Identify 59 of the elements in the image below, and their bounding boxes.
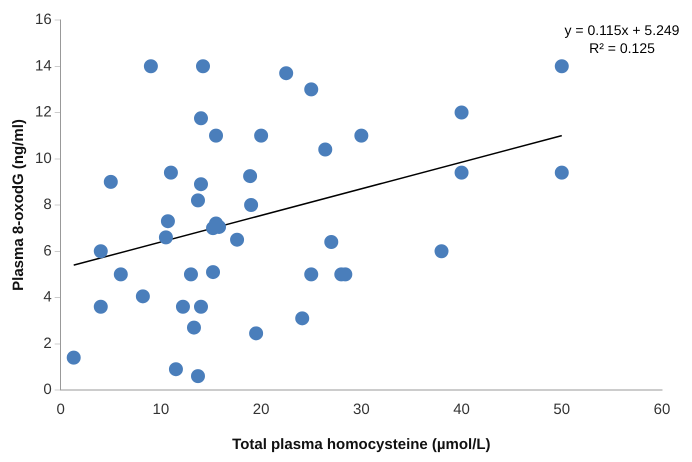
point [354,128,368,143]
x-tick-label: 20 [252,401,270,418]
point [176,300,190,314]
point [160,214,175,228]
y-tick-label: 6 [43,242,52,260]
point [318,142,332,156]
point [254,128,268,143]
point [554,59,569,74]
point [194,177,208,192]
point [194,300,208,314]
point [230,232,244,247]
point [324,235,338,249]
y-tick-label: 16 [34,11,52,28]
y-tick-label: 10 [34,150,52,167]
point [190,193,205,208]
x-tick-label: 60 [654,401,670,418]
point [249,326,264,340]
y-tick-label: 12 [34,104,52,121]
x-tick-label: 30 [353,401,370,418]
point [304,82,318,96]
x-tick-label: 0 [56,401,65,418]
y-tick-label: 4 [43,288,52,306]
point [186,320,201,335]
y-tick-label: 2 [43,334,52,352]
point [454,166,469,180]
point [244,198,258,212]
x-axis-title: Total plasma homocysteine (µmol/L) [232,436,491,454]
point [206,265,220,280]
point [304,267,318,282]
point [94,300,108,314]
point [136,289,150,304]
point [243,169,258,184]
x-tick-label: 10 [152,401,170,418]
point [168,362,183,376]
x-tick-label: 50 [553,401,570,418]
point [144,59,158,74]
annotation: R² = 0.125 [589,40,656,56]
point [184,267,198,282]
y-tick-label: 14 [34,57,52,74]
point [190,369,205,384]
point [209,128,224,143]
point [104,174,118,189]
point [114,267,128,282]
point [196,59,210,74]
point [554,166,569,180]
point [295,311,310,326]
annotation: y = 0.115x + 5.249 [564,22,680,38]
point [454,106,469,120]
point [94,244,108,258]
point [158,230,173,244]
x-tick-label: 40 [453,401,470,418]
y-tick-label: 0 [43,381,52,398]
y-tick-label: 8 [43,196,52,214]
y-axis-title: Plasma 8-oxodG (ng/ml) [10,119,28,291]
point [194,111,208,126]
point [164,166,178,180]
point [434,244,449,258]
point [279,66,294,80]
point [66,350,81,365]
